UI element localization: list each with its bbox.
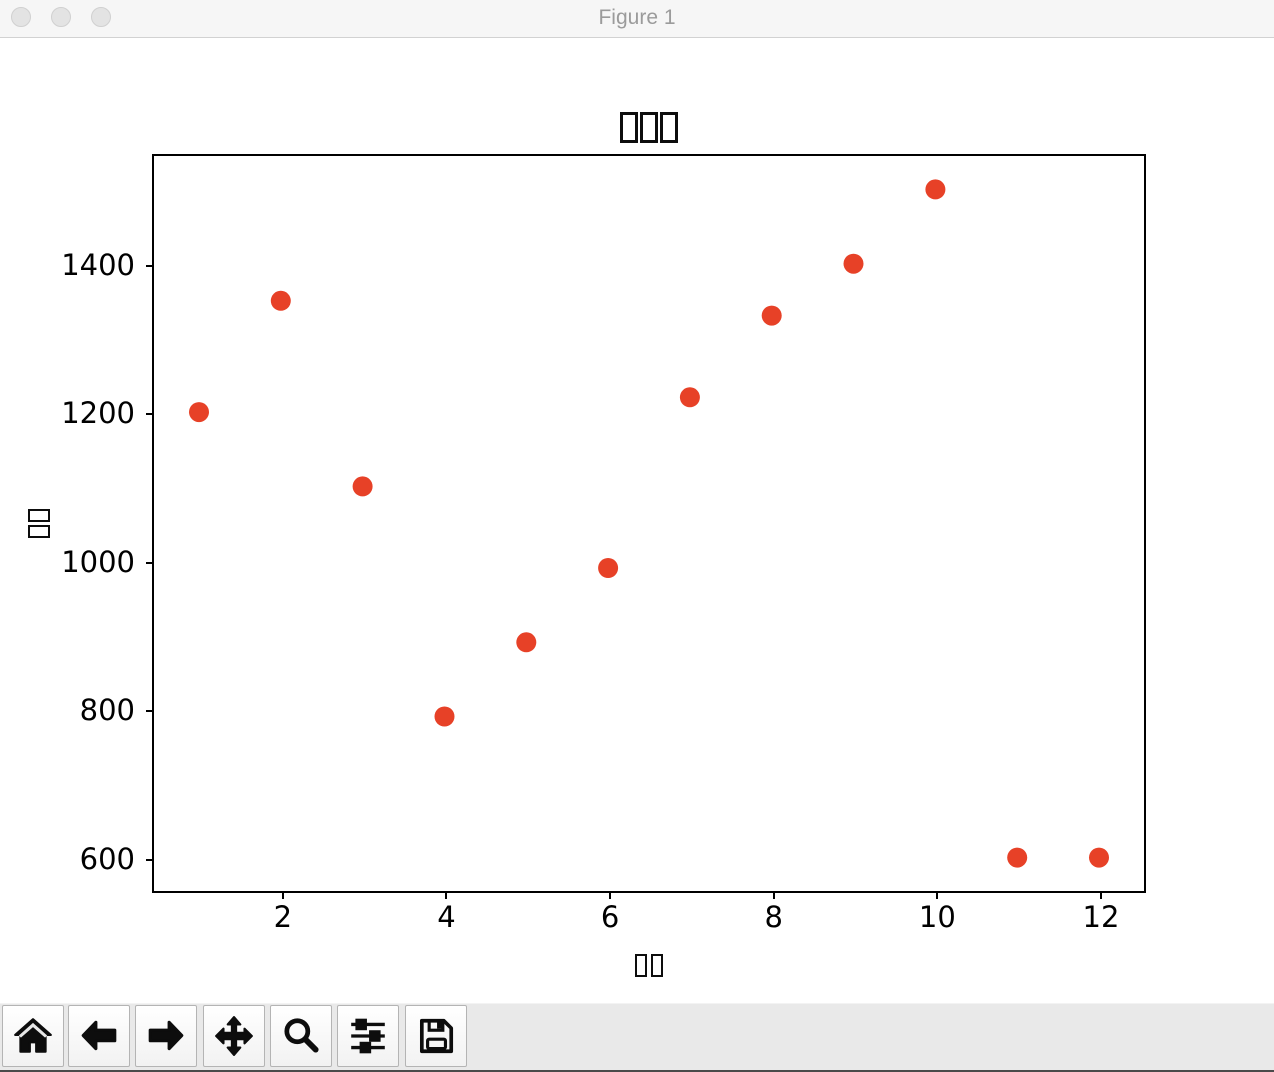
x-tick-label: 8 <box>764 900 783 934</box>
back-button[interactable] <box>68 1005 130 1067</box>
figure-canvas: 2 4 6 8 10 12 600 800 1000 1200 1400 <box>0 38 1274 1003</box>
x-tick-label: 10 <box>918 900 956 934</box>
magnifier-icon <box>284 1018 319 1053</box>
zoom-button[interactable] <box>270 1005 332 1067</box>
pan-button[interactable] <box>203 1005 265 1067</box>
y-tick-mark <box>146 413 154 416</box>
chart-title-missing-glyphs <box>152 112 1146 143</box>
configure-subplots-button[interactable] <box>337 1005 399 1067</box>
data-point <box>843 253 864 274</box>
window-controls <box>11 7 111 27</box>
x-tick-mark <box>609 891 612 899</box>
home-icon <box>14 1018 52 1053</box>
y-tick-label: 800 <box>79 693 135 728</box>
missing-glyph-box <box>660 112 678 143</box>
data-point <box>679 387 700 408</box>
y-tick-mark <box>146 264 154 267</box>
close-button[interactable] <box>11 7 31 27</box>
x-tick-mark <box>936 891 939 899</box>
data-point <box>352 476 373 497</box>
data-point <box>1089 847 1109 868</box>
data-point <box>1007 847 1028 868</box>
missing-glyph-box <box>620 112 638 143</box>
move-arrows-icon <box>215 1016 253 1056</box>
missing-glyph-box <box>28 525 50 538</box>
y-tick-mark <box>146 858 154 861</box>
floppy-disk-icon <box>419 1018 454 1054</box>
y-tick-label: 600 <box>79 841 135 876</box>
x-tick-label: 4 <box>437 900 456 934</box>
maximize-button[interactable] <box>91 7 111 27</box>
data-point <box>434 706 455 727</box>
data-point <box>516 632 537 653</box>
y-tick-label: 1200 <box>61 396 135 431</box>
y-tick-label: 1000 <box>61 544 135 579</box>
y-tick-mark <box>146 561 154 564</box>
navigation-toolbar <box>0 1003 1274 1072</box>
data-point <box>270 290 291 311</box>
arrow-right-icon <box>148 1020 184 1051</box>
sliders-icon <box>351 1018 385 1054</box>
missing-glyph-box <box>28 509 50 522</box>
missing-glyph-box <box>640 112 658 143</box>
x-tick-mark <box>445 891 448 899</box>
minimize-button[interactable] <box>51 7 71 27</box>
scatter-points-svg <box>189 179 1109 868</box>
plot-area[interactable]: 2 4 6 8 10 12 600 800 1000 1200 1400 <box>61 154 1146 933</box>
save-button[interactable] <box>405 1005 467 1067</box>
home-button[interactable] <box>2 1005 64 1067</box>
x-tick-mark <box>1100 891 1102 899</box>
data-point <box>925 179 946 200</box>
data-point <box>189 402 209 423</box>
data-point <box>761 305 782 326</box>
x-tick-label: 12 <box>1082 900 1120 934</box>
x-tick-mark <box>772 891 775 899</box>
y-tick-label: 1400 <box>61 247 135 282</box>
missing-glyph-box <box>651 954 663 977</box>
x-axis-label-missing-glyphs <box>152 954 1146 977</box>
x-tick-label: 6 <box>600 900 620 934</box>
x-tick-label: 2 <box>273 900 293 934</box>
window-title: Figure 1 <box>598 6 676 29</box>
y-axis-label-missing-glyphs <box>28 509 50 538</box>
forward-button[interactable] <box>135 1005 197 1067</box>
y-tick-mark <box>146 710 154 713</box>
data-point <box>598 558 619 578</box>
arrow-left-icon <box>81 1020 117 1051</box>
titlebar: Figure 1 <box>0 0 1274 38</box>
x-tick-mark <box>281 891 284 899</box>
missing-glyph-box <box>635 954 647 977</box>
